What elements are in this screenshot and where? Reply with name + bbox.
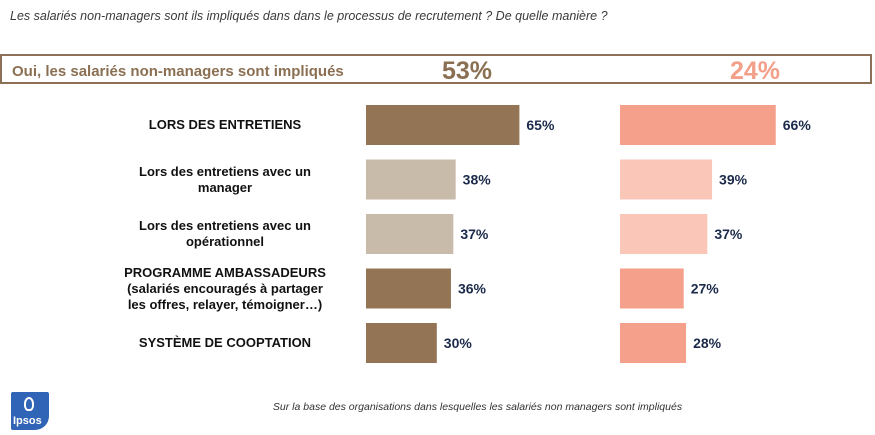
category-label: PROGRAMME AMBASSADEURS (salariés encourag… [95, 265, 355, 312]
data-label-series1-row1: 65% [526, 117, 555, 133]
data-label-series1-row3: 37% [460, 226, 489, 242]
data-label-series1-row2: 38% [463, 172, 492, 188]
data-label-series2-row4: 27% [691, 281, 720, 297]
data-label-series1-row4: 36% [458, 281, 487, 297]
bar-series2-row3 [620, 214, 708, 254]
category-label-line: LORS DES ENTRETIENS [148, 117, 302, 132]
data-label-series2-row3: 37% [714, 226, 743, 242]
category-label: SYSTÈME DE COOPTATION [95, 323, 355, 363]
question-text: Les salariés non-managers sont ils impli… [10, 9, 608, 23]
category-label-line: (salariés encouragés à partager [127, 280, 323, 296]
group-b-total: 24% [730, 57, 781, 85]
banner: Oui, les salariés non-managers sont impl… [0, 54, 872, 85]
data-label-series2-row1: 66% [783, 117, 812, 133]
category-label-line: manager [197, 179, 253, 195]
category-label: LORS DES ENTRETIENS [95, 105, 355, 145]
category-label-line: SYSTÈME DE COOPTATION [138, 335, 312, 350]
category-label: Lors des entretiens avec un manager [95, 160, 355, 200]
bar-series1-row2 [366, 159, 456, 200]
bar-series2-row5 [620, 323, 687, 363]
category-label-line: opérationnel [185, 234, 264, 249]
logo-text: Ipsos [13, 415, 42, 427]
logo-mark-icon [24, 397, 34, 411]
bar-series2-row1 [620, 105, 776, 145]
data-label-series2-row5: 28% [693, 335, 722, 351]
bar-series2-row2 [620, 159, 713, 200]
category-label-line: Lors des entretiens avec un [139, 163, 311, 179]
bar-series1-row3 [366, 214, 454, 254]
data-label-series2-row2: 39% [719, 172, 748, 188]
category-label: Lors des entretiens avec un opérationnel [95, 214, 355, 254]
footnote: Sur la base des organisations dans lesqu… [272, 401, 683, 413]
bar-series2-row4 [620, 268, 684, 309]
category-label-line: les offres, relayer, témoigner…) [127, 296, 323, 312]
bar-series1-row1 [366, 105, 520, 145]
ipsos-logo: Ipsos [11, 392, 49, 430]
group-a-total: 53% [442, 57, 493, 85]
category-label-line: PROGRAMME AMBASSADEURS [124, 264, 326, 280]
banner-label: Oui, les salariés non-managers sont impl… [12, 63, 344, 80]
category-label-line: Lors des entretiens avec un [139, 218, 311, 233]
data-label-series1-row5: 30% [444, 335, 473, 351]
bar-series1-row4 [366, 268, 451, 309]
bar-series1-row5 [366, 323, 437, 363]
